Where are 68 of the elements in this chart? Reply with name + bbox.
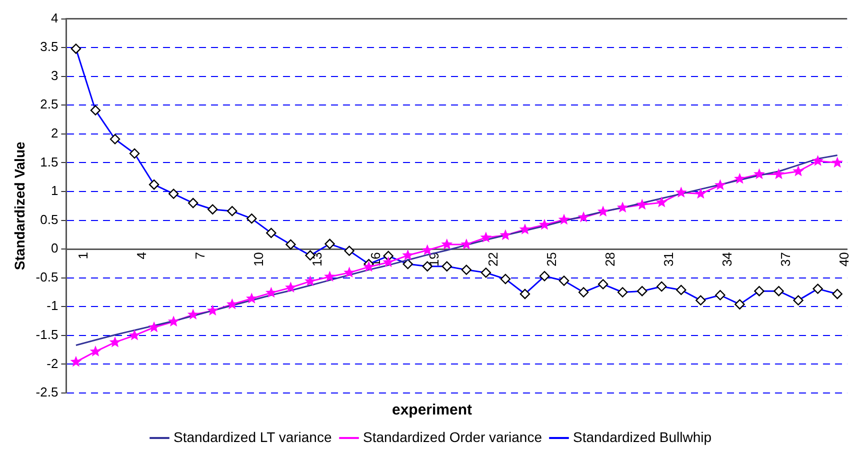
point [832, 156, 844, 168]
y-tick-label: 2 [50, 126, 58, 141]
y-tick-label: -0.5 [36, 269, 58, 284]
y-tick-label: -2.5 [36, 384, 58, 400]
x-tick-label: 1 [75, 252, 90, 260]
point [460, 238, 472, 250]
point [128, 329, 140, 340]
point [168, 316, 180, 326]
x-tick-label: 4 [134, 252, 149, 260]
point [812, 154, 824, 166]
x-tick-label: 37 [778, 252, 794, 267]
point [324, 270, 336, 282]
point [694, 188, 706, 199]
point [773, 168, 784, 180]
x-tick-label: 40 [836, 252, 852, 267]
legend-label: Standardized Bullwhip [572, 428, 712, 445]
y-tick-label: 3.5 [40, 39, 58, 54]
point [754, 168, 765, 180]
y-tick-label: 0 [50, 240, 58, 256]
point [538, 218, 550, 230]
y-tick-label: 2.5 [40, 96, 58, 112]
x-tick-label: 34 [720, 252, 735, 267]
point [206, 304, 218, 316]
point [187, 308, 199, 320]
point [714, 179, 726, 190]
x-tick-label: 22 [485, 252, 500, 267]
point [148, 321, 160, 332]
x-tick-label: 10 [251, 252, 266, 267]
x-tick-label: 31 [661, 252, 676, 267]
point [246, 292, 258, 304]
point [792, 165, 804, 176]
y-tick-label: 3 [50, 68, 58, 83]
point [500, 229, 512, 240]
x-tick-label: 28 [602, 252, 618, 267]
point [441, 238, 453, 250]
point [304, 275, 316, 286]
y-tick-label: 1.5 [40, 154, 58, 170]
point [558, 214, 570, 225]
y-tick-label: -1 [46, 298, 58, 314]
point [519, 224, 531, 234]
point [734, 172, 746, 184]
point [480, 232, 492, 242]
point [656, 196, 668, 208]
y-tick-label: 0.5 [40, 212, 58, 227]
point [597, 206, 609, 217]
y-axis-title: Standardized Value [11, 142, 28, 270]
legend-label: Standardized LT variance [173, 428, 332, 445]
point [382, 256, 394, 268]
x-tick-label: 25 [544, 252, 559, 267]
point [265, 286, 277, 298]
x-tick-label: 7 [192, 252, 208, 260]
point [70, 356, 82, 367]
point [285, 282, 296, 293]
point [675, 186, 687, 198]
point [402, 249, 414, 260]
legend-label: Standardized Order variance [362, 428, 542, 445]
y-tick-label: -2 [46, 356, 58, 371]
point [344, 266, 355, 278]
point [578, 211, 590, 222]
point [616, 202, 628, 212]
y-tick-label: 4 [50, 10, 58, 26]
point [636, 198, 648, 210]
y-tick-label: 1 [50, 183, 58, 198]
point [226, 298, 238, 310]
point [109, 336, 121, 348]
x-axis-title: experiment [392, 402, 472, 419]
point [90, 346, 102, 356]
y-tick-label: -1.5 [36, 327, 58, 342]
